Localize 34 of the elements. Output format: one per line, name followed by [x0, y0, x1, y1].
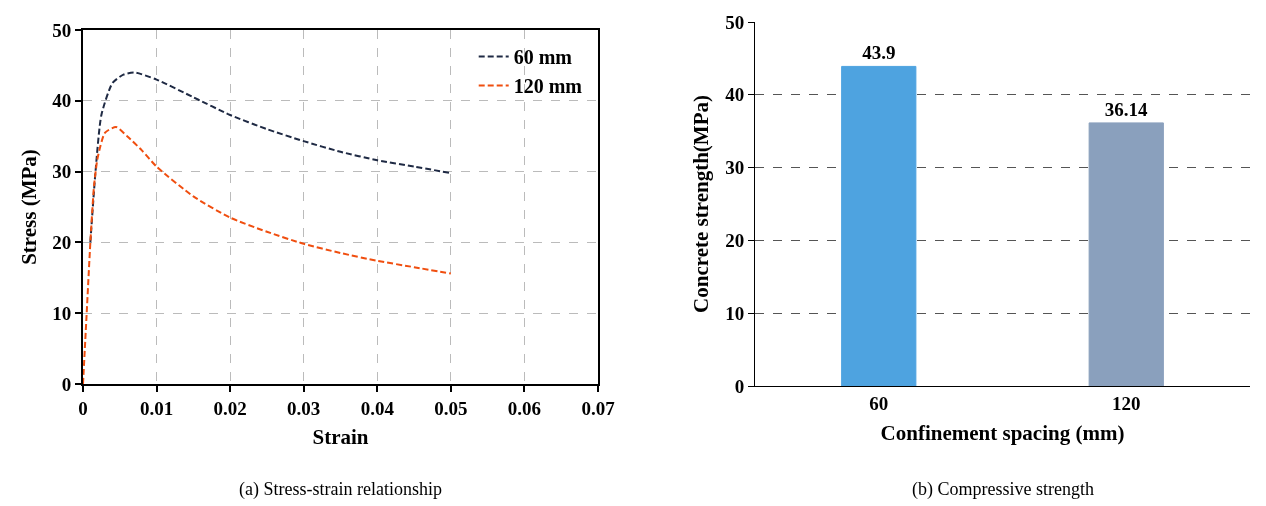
y-tick-label: 20: [52, 232, 72, 254]
x-tick-label: 0.04: [360, 397, 395, 419]
line-series: [89, 71, 452, 244]
x-tick-label: 0.02: [213, 397, 247, 419]
x-tick-label: 60: [869, 392, 889, 414]
x-tick-label: 0.01: [139, 397, 174, 419]
x-axis-title: Strain: [312, 425, 369, 450]
x-tick-label: 0.07: [581, 397, 616, 419]
data-label: 43.9: [862, 42, 896, 64]
y-tick-label: 40: [725, 84, 745, 106]
x-axis-title: Confinement spacing (mm): [880, 421, 1125, 445]
y-tick-label: 40: [52, 90, 72, 112]
line-series: [83, 126, 452, 384]
y-axis-title: Concrete strength(MPa): [689, 95, 714, 313]
x-tick-label: 0.03: [287, 397, 321, 419]
y-tick-label: 50: [52, 19, 72, 41]
y-tick-label: 0: [734, 375, 745, 397]
legend-label: 60 mm: [513, 46, 573, 69]
x-tick-label: 0.06: [507, 397, 542, 419]
y-tick-label: 50: [725, 11, 745, 33]
y-tick-label: 30: [52, 161, 72, 183]
legend-label: 120 mm: [513, 75, 583, 98]
x-tick-label: 0: [78, 397, 88, 419]
y-tick-label: 0: [61, 373, 72, 395]
y-tick-label: 30: [725, 157, 745, 179]
x-tick-label: 120: [1112, 392, 1141, 414]
text: (b) Compressive strength: [912, 479, 1094, 500]
data-label: 36.14: [1104, 98, 1148, 120]
x-tick-label: 0.05: [434, 397, 468, 419]
y-tick-label: 20: [725, 230, 745, 252]
y-axis-title: Stress (MPa): [16, 149, 41, 265]
text: (a) Stress-strain relationship: [239, 479, 442, 500]
y-tick-label: 10: [725, 302, 745, 324]
y-tick-label: 10: [52, 302, 72, 324]
